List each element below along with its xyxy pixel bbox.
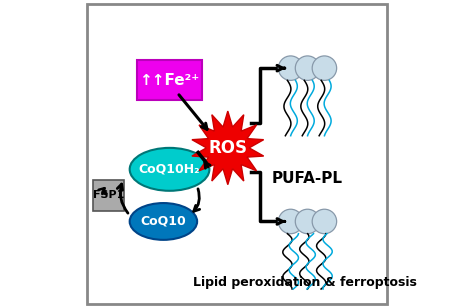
Polygon shape (192, 111, 264, 185)
Circle shape (312, 209, 337, 234)
Ellipse shape (130, 203, 197, 240)
Text: PUFA-PL: PUFA-PL (272, 171, 343, 186)
FancyBboxPatch shape (87, 4, 387, 304)
Text: CoQ10: CoQ10 (140, 215, 186, 228)
Text: Lipid peroxidation & ferroptosis: Lipid peroxidation & ferroptosis (192, 276, 416, 289)
Circle shape (278, 209, 303, 234)
Circle shape (278, 56, 303, 80)
Circle shape (295, 209, 320, 234)
Circle shape (295, 56, 320, 80)
Text: FSP1: FSP1 (92, 190, 124, 201)
Text: ↑↑Fe²⁺: ↑↑Fe²⁺ (139, 73, 200, 88)
Ellipse shape (130, 148, 210, 191)
FancyBboxPatch shape (93, 180, 124, 211)
FancyBboxPatch shape (137, 60, 202, 100)
Text: CoQ10H₂: CoQ10H₂ (139, 163, 201, 176)
Text: ROS: ROS (208, 139, 247, 157)
Circle shape (312, 56, 337, 80)
